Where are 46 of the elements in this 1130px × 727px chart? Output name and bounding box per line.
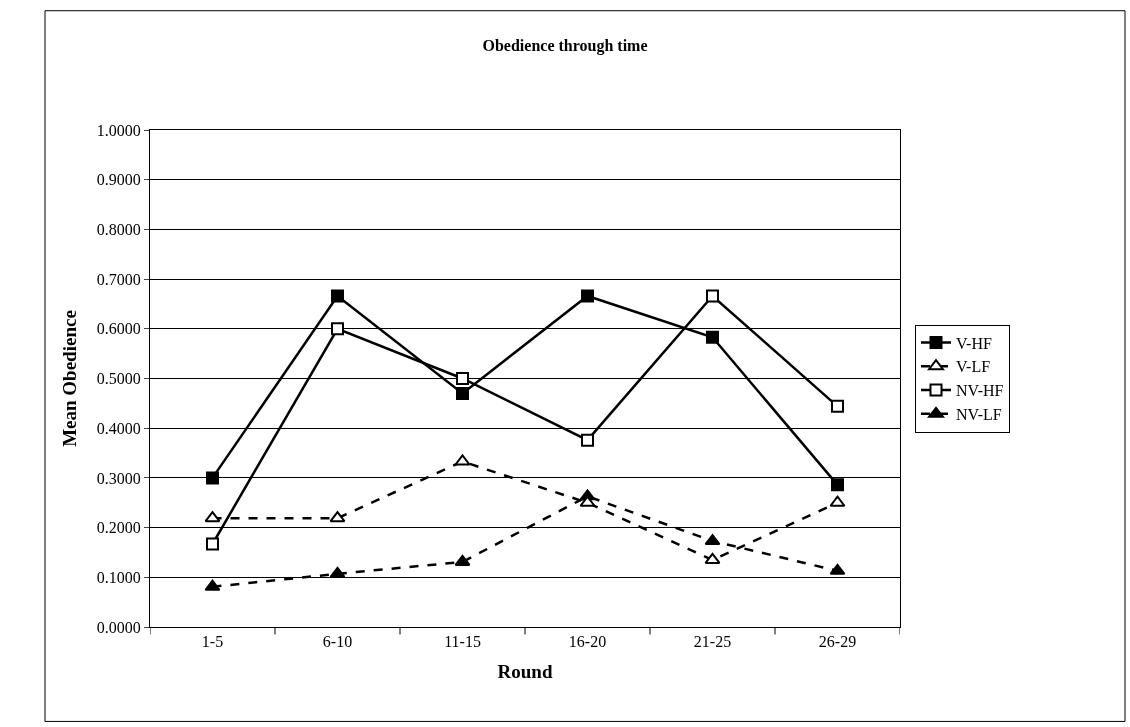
point	[581, 289, 594, 303]
x-tick-label: 11-15	[444, 633, 481, 651]
point	[706, 330, 719, 344]
point	[829, 495, 846, 507]
y-tick-label: 0.2000	[96, 519, 141, 537]
legend-label: V-LF	[956, 358, 991, 376]
point	[204, 511, 221, 523]
point	[831, 478, 844, 492]
x-tick-label: 26-29	[818, 633, 857, 651]
legend-label: V-HF	[956, 334, 992, 352]
point	[454, 454, 471, 466]
chart-title: Obedience through time	[482, 37, 648, 56]
y-tick-label: 0.8000	[96, 221, 141, 238]
point	[206, 471, 219, 485]
legend-label: NV-HF	[956, 382, 1004, 400]
point	[456, 372, 469, 385]
y-tick-label: 0.5000	[96, 370, 141, 388]
x-tick-label: 16-20	[568, 633, 607, 651]
point	[329, 511, 346, 523]
point	[704, 534, 721, 546]
x-tick-label: 21-25	[693, 633, 732, 651]
y-tick-label: 0.4000	[96, 419, 141, 437]
point	[329, 566, 346, 578]
y-tick-label: 0.1000	[96, 568, 141, 586]
point	[331, 322, 344, 336]
y-tick-label: 0.3000	[96, 469, 141, 487]
x-tick-label: 1-5	[201, 633, 224, 651]
point	[581, 433, 594, 447]
point	[706, 289, 719, 303]
point	[204, 579, 221, 591]
y-tick-label: 0.6000	[96, 320, 141, 338]
point	[454, 554, 471, 566]
point	[456, 386, 469, 400]
point	[704, 552, 721, 564]
y-tick-label: 0.0000	[96, 618, 141, 636]
x-axis-title: Round	[497, 661, 553, 682]
point	[829, 563, 846, 575]
y-axis-title: Mean Obedience	[58, 310, 80, 447]
point	[206, 537, 219, 551]
y-tick-label: 1.0000	[96, 121, 141, 139]
x-tick-label: 6-10	[322, 633, 353, 651]
y-tick-label: 0.9000	[96, 171, 141, 189]
legend-label: NV-LF	[956, 406, 1002, 424]
point	[831, 399, 844, 413]
y-tick-label: 0.7000	[96, 270, 141, 288]
point	[331, 289, 344, 303]
